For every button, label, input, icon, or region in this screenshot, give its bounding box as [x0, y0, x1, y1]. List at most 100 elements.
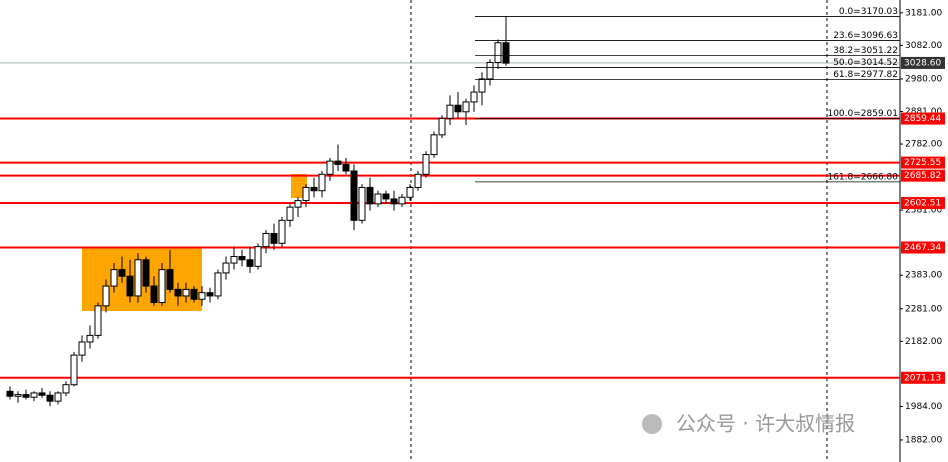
- candle-body: [286, 206, 294, 221]
- candle-body: [294, 200, 302, 208]
- y-tick-label: 1882.00: [905, 435, 942, 445]
- fib-label: 100.0=2859.01: [827, 109, 898, 119]
- candle-body: [46, 394, 54, 402]
- y-tick-label: 1984.00: [905, 402, 942, 412]
- candle-body: [6, 390, 14, 397]
- candle-body: [502, 42, 510, 64]
- candle-body: [78, 341, 86, 356]
- candle-body: [254, 246, 262, 267]
- level-box: [901, 169, 945, 182]
- candle-body: [158, 269, 166, 304]
- candle-body: [134, 259, 142, 297]
- candle-body: [62, 384, 70, 394]
- candle-body: [214, 272, 222, 297]
- candle-body: [470, 91, 478, 103]
- candle-body: [326, 160, 334, 175]
- candle-body: [430, 134, 438, 156]
- candle-body: [454, 104, 462, 113]
- candle-body: [142, 259, 150, 287]
- current-price-box: [901, 56, 945, 69]
- candle-body: [70, 354, 78, 386]
- level-label: 2467.34: [904, 243, 941, 253]
- watermark-text: 公众号 · 许大叔情报: [676, 412, 855, 436]
- y-tick-label: 2182.00: [905, 337, 942, 347]
- candle-body: [366, 186, 374, 205]
- candle-body: [118, 269, 126, 277]
- candle-body: [182, 288, 190, 297]
- level-label: 2602.51: [904, 199, 941, 209]
- fib-label: 61.8=2977.82: [833, 70, 898, 80]
- candle-body: [414, 173, 422, 188]
- candle-body: [390, 198, 398, 205]
- level-box: [901, 156, 945, 169]
- fib-label: 0.0=3170.03: [839, 7, 898, 17]
- level-label: 2685.82: [904, 171, 941, 181]
- candle-body: [230, 255, 238, 264]
- y-tick-label: 3181.00: [905, 8, 942, 18]
- y-tick-label: 2881.00: [905, 107, 942, 117]
- candle-body: [318, 173, 326, 192]
- y-tick-label: 2980.00: [905, 74, 942, 84]
- y-tick-label: 2281.00: [905, 304, 942, 314]
- candle-body: [54, 392, 62, 402]
- candle-body: [406, 186, 414, 198]
- y-tick-label: 2383.00: [905, 271, 942, 281]
- candle-body: [166, 269, 174, 290]
- candle-body: [278, 219, 286, 244]
- level-label: 2859.44: [904, 114, 941, 124]
- level-box: [901, 197, 945, 210]
- candle-body: [438, 117, 446, 136]
- candle-body: [246, 259, 254, 267]
- candle-body: [262, 232, 270, 248]
- candle-body: [198, 292, 206, 300]
- range-box: [82, 247, 202, 311]
- current-price-label: 3028.60: [904, 58, 941, 68]
- y-tick-label: 2782.00: [905, 140, 942, 150]
- y-tick-label: 3082.00: [905, 41, 942, 51]
- candle-body: [334, 160, 342, 165]
- candle-body: [126, 275, 134, 297]
- candle-body: [222, 262, 230, 274]
- candle-body: [310, 186, 318, 192]
- fib-label: 23.6=3096.63: [833, 31, 898, 41]
- level-label: 2071.13: [904, 373, 941, 383]
- candle-body: [302, 186, 310, 202]
- level-box: [901, 241, 945, 254]
- candle-body: [86, 334, 94, 343]
- candle-body: [342, 163, 350, 172]
- candle-body: [398, 196, 406, 205]
- fib-label: 38.2=3051.22: [833, 46, 898, 56]
- watermark-icon: [642, 414, 662, 434]
- candle-body: [374, 193, 382, 205]
- candle-body: [350, 170, 358, 221]
- candle-body: [446, 104, 454, 119]
- candle-body: [494, 42, 502, 63]
- candle-body: [174, 288, 182, 297]
- y-tick-label: 2581.00: [905, 206, 942, 216]
- candle-body: [14, 394, 22, 397]
- candle-body: [94, 305, 102, 336]
- candle-body: [150, 285, 158, 304]
- candle-body: [462, 101, 470, 113]
- candle-body: [486, 61, 494, 80]
- candle-body: [30, 392, 38, 398]
- candle-body: [206, 292, 214, 297]
- candle-body: [358, 186, 366, 221]
- watermark: 公众号 · 许大叔情报: [642, 412, 855, 436]
- candle-body: [190, 288, 198, 300]
- candle-body: [238, 255, 246, 261]
- candle-body: [38, 392, 46, 396]
- candle-body: [102, 285, 110, 307]
- level-box: [901, 112, 945, 125]
- level-label: 2725.55: [904, 158, 941, 168]
- candle-body: [478, 78, 486, 93]
- candle-body: [22, 394, 30, 398]
- candle-body: [270, 232, 278, 244]
- candle-body: [422, 154, 430, 175]
- candle-body: [110, 269, 118, 287]
- candle-body: [382, 193, 390, 200]
- level-box: [901, 371, 945, 384]
- fib-label: 50.0=3014.52: [833, 58, 898, 68]
